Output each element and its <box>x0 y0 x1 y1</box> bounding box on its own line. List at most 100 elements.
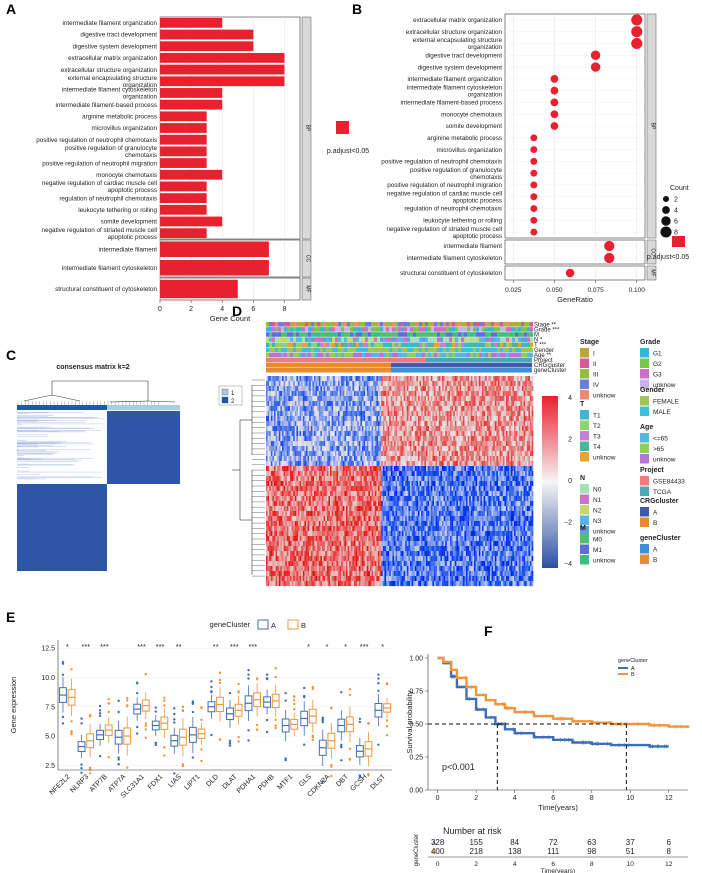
annotation-cell <box>332 352 336 358</box>
heatmap-cell <box>272 511 275 517</box>
heatmap-cell <box>296 471 299 477</box>
heatmap-cell <box>298 531 300 537</box>
heatmap-cell <box>370 531 372 537</box>
heatmap-cell <box>328 476 331 482</box>
heatmap-cell <box>408 576 411 582</box>
heatmap-cell <box>338 466 340 472</box>
heatmap-cell <box>357 376 359 382</box>
heatmap-cell <box>357 521 359 527</box>
annotation-label: Project <box>534 358 553 364</box>
heatmap-cell <box>394 451 396 457</box>
heatmap-cell <box>371 526 374 532</box>
heatmap-cell <box>302 541 305 547</box>
heatmap-cell <box>411 486 414 492</box>
heatmap-cell <box>362 411 364 417</box>
heatmap-cell <box>363 551 366 557</box>
heatmap-cell <box>304 561 307 567</box>
heatmap-cell <box>386 396 388 402</box>
heatmap-cell <box>373 581 375 587</box>
heatmap-cell <box>341 566 343 572</box>
annotation-cell <box>329 337 333 342</box>
heatmap-cell <box>333 536 335 542</box>
heatmap-cell <box>414 531 417 537</box>
heatmap-cell <box>408 406 411 412</box>
heatmap-cell <box>402 441 404 447</box>
heatmap-cell <box>346 431 348 437</box>
heatmap-cell <box>390 486 393 492</box>
heatmap-cell <box>394 456 396 462</box>
annotation-cell <box>515 322 519 327</box>
heatmap-cell <box>315 491 318 497</box>
heatmap-cell <box>288 526 291 532</box>
heatmap-cell <box>411 396 414 402</box>
heatmap-cell <box>341 521 343 527</box>
heatmap-cell <box>336 391 339 397</box>
heatmap-cell <box>411 421 414 427</box>
annotation-cell <box>275 332 279 337</box>
bar <box>160 111 207 122</box>
heatmap-cell <box>410 386 412 392</box>
heatmap-cell <box>328 401 331 407</box>
heatmap-cell <box>362 406 364 412</box>
heatmap-cell <box>294 441 297 447</box>
heatmap-cell <box>322 406 324 412</box>
heatmap-cell <box>390 396 393 402</box>
heatmap-cell <box>387 406 390 412</box>
annotation-cell <box>326 342 330 347</box>
heatmap-cell <box>306 456 308 462</box>
heatmap-cell <box>368 411 371 417</box>
heatmap-cell <box>405 411 407 417</box>
heatmap-cell <box>352 461 355 467</box>
heatmap-cell <box>395 551 398 557</box>
heatmap-cell <box>338 406 340 412</box>
heatmap-cell <box>306 421 308 427</box>
heatmap-cell <box>394 461 396 467</box>
heatmap-cell <box>331 376 334 382</box>
heatmap-cell <box>328 516 331 522</box>
heatmap-cell <box>274 476 276 482</box>
heatmap-cell <box>371 471 374 477</box>
category-label: positive regulation of granulocyte <box>65 145 158 152</box>
heatmap-cell <box>296 426 299 432</box>
heatmap-cell <box>270 501 273 507</box>
heatmap-cell <box>291 491 294 497</box>
heatmap-cell <box>280 541 283 547</box>
heatmap-cell <box>381 556 383 562</box>
heatmap-cell <box>413 536 415 542</box>
heatmap-cell <box>370 516 372 522</box>
annotation-cell <box>296 352 300 358</box>
heatmap-cell <box>293 456 295 462</box>
heatmap-cell <box>418 396 420 402</box>
heatmap-cell <box>299 561 302 567</box>
heatmap-cell <box>299 571 302 577</box>
heatmap-cell <box>363 441 366 447</box>
annotation-cell <box>449 347 453 353</box>
annotation-cell <box>497 322 501 327</box>
heatmap-cell <box>355 551 358 557</box>
annotation-cell <box>266 327 270 332</box>
heatmap-cell <box>358 556 361 562</box>
heatmap-cell <box>344 466 347 472</box>
heatmap-cell <box>395 481 398 487</box>
heatmap-cell <box>304 456 307 462</box>
annotation-cell <box>311 347 315 353</box>
heatmap-cell <box>394 546 396 552</box>
heatmap-cell <box>320 501 323 507</box>
heatmap-cell <box>346 516 348 522</box>
heatmap-cell <box>280 481 283 487</box>
heatmap-cell <box>373 451 375 457</box>
heatmap-cell <box>357 551 359 557</box>
annotation-cell <box>391 367 532 373</box>
heatmap-cell <box>362 486 364 492</box>
dot <box>530 205 538 212</box>
heatmap-cell <box>339 441 342 447</box>
heatmap-cell <box>341 381 343 387</box>
heatmap-cell <box>384 446 387 452</box>
heatmap-cell <box>320 406 323 412</box>
heatmap-cell <box>278 461 281 467</box>
annotation-cell <box>275 347 279 353</box>
heatmap-cell <box>298 426 300 432</box>
annotation-cell <box>428 342 432 347</box>
heatmap-cell <box>382 421 385 427</box>
heatmap-cell <box>398 381 401 387</box>
